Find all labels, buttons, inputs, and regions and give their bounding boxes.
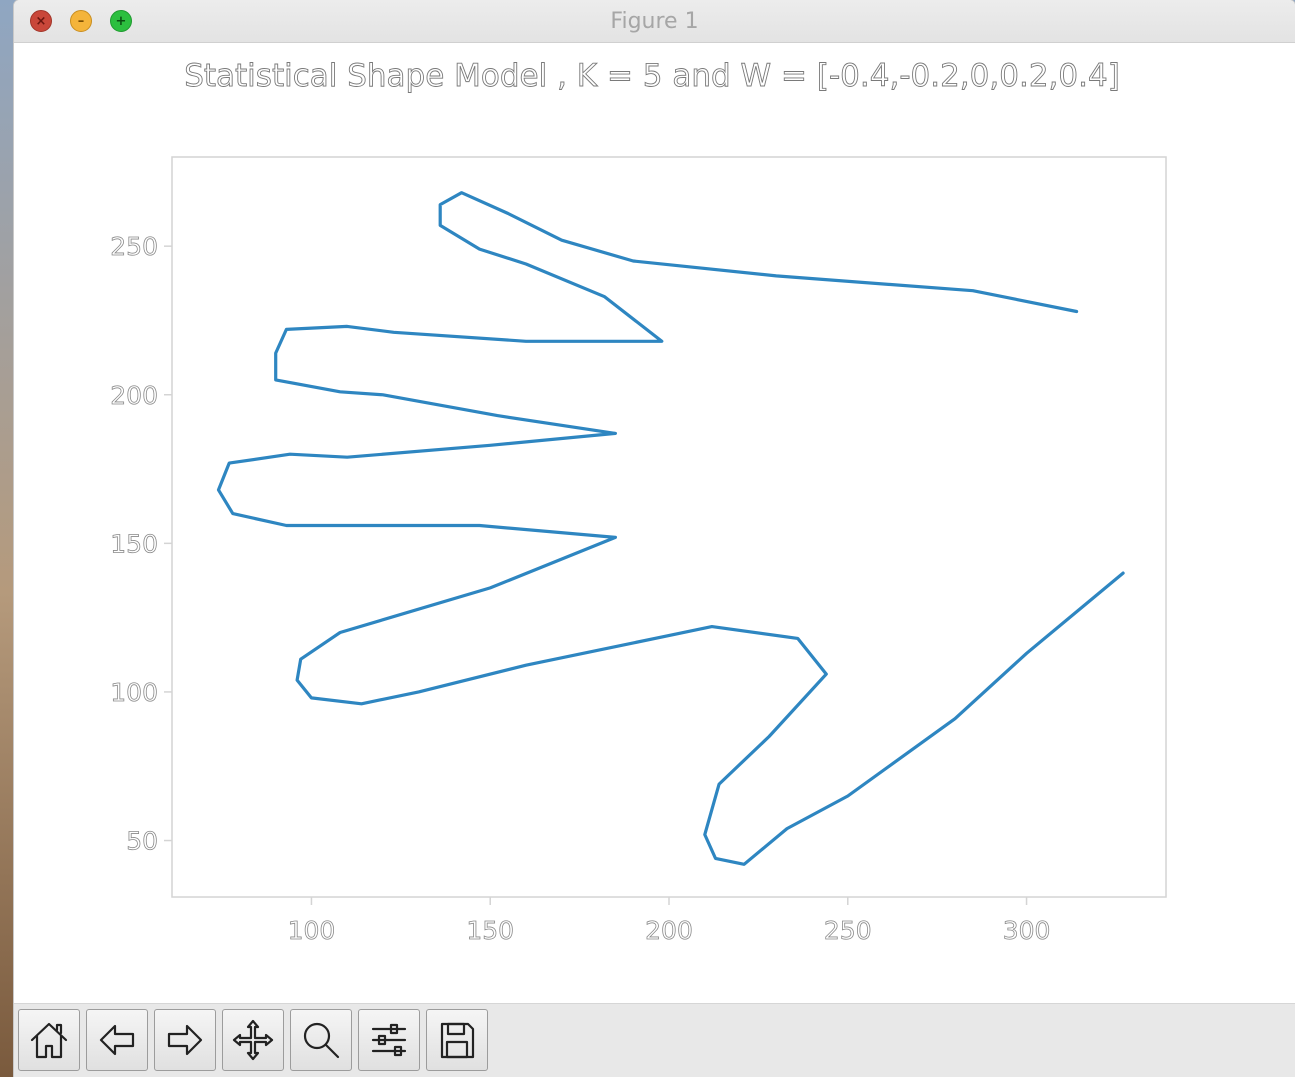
x-tick-label: 250 — [824, 916, 872, 945]
navigation-toolbar — [14, 1003, 1295, 1077]
x-axis: 100 150 200 250 300 — [287, 897, 1051, 945]
series-line — [216, 191, 1125, 866]
home-button[interactable] — [18, 1009, 80, 1071]
configure-subplots-button[interactable] — [358, 1009, 420, 1071]
x-tick-label: 200 — [645, 916, 693, 945]
home-icon — [30, 1022, 68, 1059]
window-title: Figure 1 — [610, 9, 699, 34]
chart: Statistical Shape Model , K = 5 and W = … — [110, 58, 1167, 945]
y-axis: 50 100 150 200 250 — [110, 232, 172, 856]
forward-arrow-icon — [167, 1024, 203, 1056]
forward-button[interactable] — [154, 1009, 216, 1071]
x-tick-label: 150 — [466, 916, 514, 945]
configure-subplots-icon — [371, 1023, 407, 1057]
y-tick-label: 100 — [110, 678, 158, 707]
figure-window: × – + Figure 1 Statistical Shape Model ,… — [14, 0, 1295, 1077]
zoom-button[interactable]: + — [110, 10, 132, 32]
minimize-button[interactable]: – — [70, 10, 92, 32]
series-layer — [216, 191, 1125, 866]
close-button[interactable]: × — [30, 10, 52, 32]
zoom-button-toolbar[interactable] — [290, 1009, 352, 1071]
y-tick-label: 250 — [110, 232, 158, 261]
pan-button[interactable] — [222, 1009, 284, 1071]
minimize-icon: – — [77, 13, 85, 29]
back-arrow-icon — [99, 1024, 135, 1056]
save-button[interactable] — [426, 1009, 488, 1071]
pan-icon — [232, 1019, 274, 1061]
zoom-icon: + — [115, 13, 127, 29]
y-tick-label: 50 — [126, 827, 158, 856]
zoom-magnifier-icon — [303, 1022, 340, 1059]
close-icon: × — [35, 13, 47, 29]
chart-title: Statistical Shape Model , K = 5 and W = … — [184, 58, 1120, 94]
x-tick-label: 100 — [288, 916, 336, 945]
y-tick-label: 200 — [110, 381, 158, 410]
x-tick-label: 300 — [1003, 916, 1051, 945]
save-icon — [440, 1022, 475, 1059]
y-tick-label: 150 — [110, 529, 158, 558]
back-button[interactable] — [86, 1009, 148, 1071]
figure-canvas[interactable]: Statistical Shape Model , K = 5 and W = … — [14, 43, 1295, 1003]
title-bar[interactable]: × – + Figure 1 — [14, 0, 1295, 43]
